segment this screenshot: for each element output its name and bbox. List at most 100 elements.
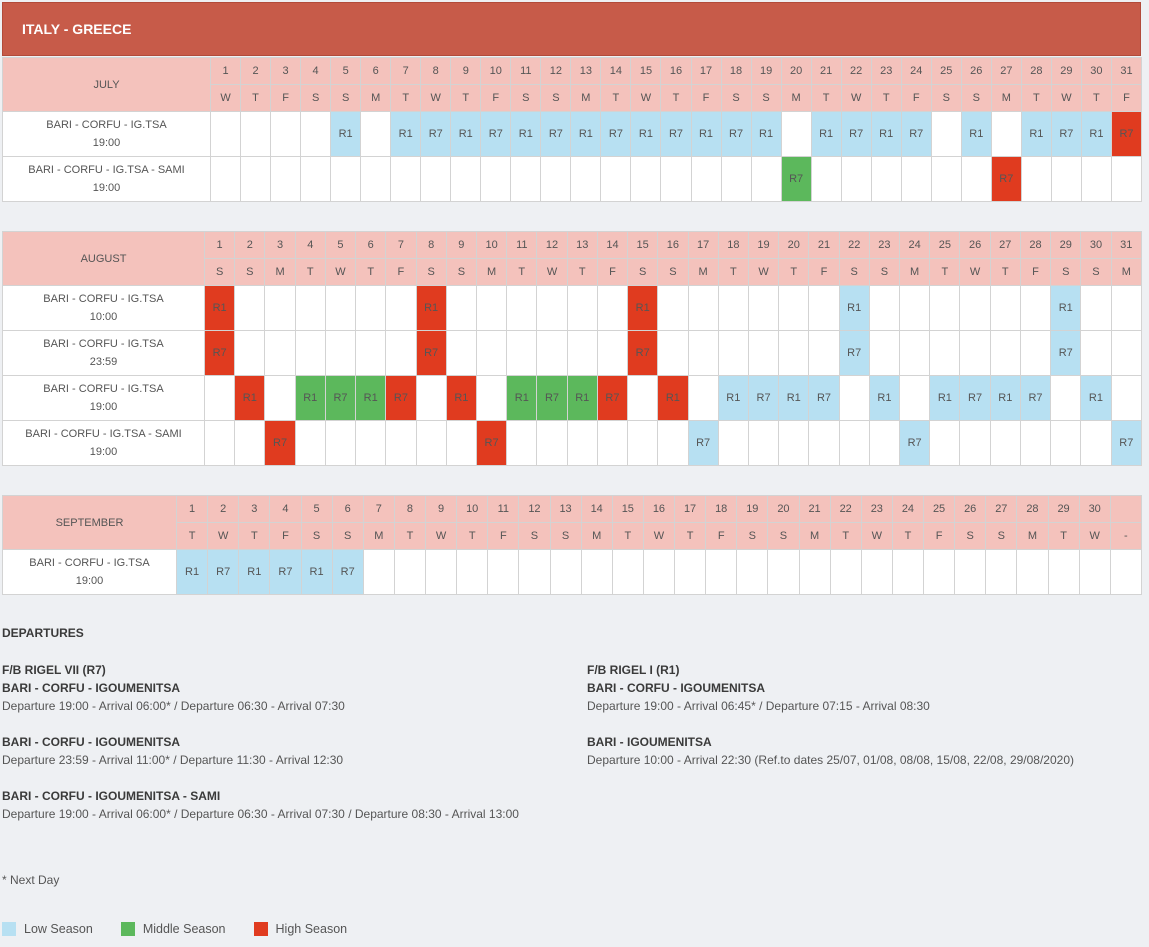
day-number: 26 xyxy=(954,495,987,523)
route-row: BARI - CORFU - IG.TSA - SAMI 19:00 R7 R7 R7 R… xyxy=(2,420,1143,466)
empty-cell xyxy=(1080,330,1112,376)
empty-cell xyxy=(294,330,326,376)
sailing-cell: R7 xyxy=(780,156,812,202)
empty-cell xyxy=(360,156,392,202)
route-row: BARI - CORFU - IG.TSA 19:00 R1 R7 R1 R7 R1 R7 xyxy=(2,549,1143,595)
route-name: BARI - CORFU - IG.TSA xyxy=(43,293,164,305)
empty-cell xyxy=(687,285,719,331)
weekday: T xyxy=(660,84,692,112)
weekday: T xyxy=(778,258,810,286)
weekday: T xyxy=(240,84,272,112)
weekday: T xyxy=(717,258,749,286)
day-number: 28 xyxy=(1020,57,1052,85)
day-number: 8 xyxy=(415,231,447,259)
sailing-cell: R7 xyxy=(627,330,659,376)
route-label: BARI - CORFU - IG.TSA - SAMI 19:00 xyxy=(2,420,205,466)
empty-cell xyxy=(445,285,477,331)
day-number: 10 xyxy=(480,57,512,85)
empty-cell xyxy=(717,330,749,376)
empty-cell xyxy=(1110,375,1143,421)
day-number: 14 xyxy=(580,495,613,523)
empty-cell xyxy=(294,285,326,331)
sailing-cell: R1 xyxy=(300,549,333,595)
day-number: 1 xyxy=(203,231,236,259)
sailing-cell: R7 xyxy=(1050,330,1082,376)
empty-cell xyxy=(456,549,489,595)
empty-cell xyxy=(891,549,925,595)
sailing-cell: R7 xyxy=(720,111,752,157)
day-number: 16 xyxy=(657,231,689,259)
sailing-cell: R1 xyxy=(510,111,542,157)
departure-route: BARI - CORFU - IGOUMENITSA xyxy=(587,681,765,695)
sailing-cell: R1 xyxy=(627,285,659,331)
month-label: SEPTEMBER xyxy=(2,495,177,550)
sailing-cell: R1 xyxy=(1080,111,1112,157)
route-name: BARI - CORFU - IG.TSA - SAMI xyxy=(25,428,182,440)
day-number: 27 xyxy=(985,495,1018,523)
sailing-cell: R1 xyxy=(294,375,326,421)
departure-times: Departure 19:00 - Arrival 06:45* / Depar… xyxy=(587,699,930,713)
empty-cell xyxy=(264,285,296,331)
weekday: M xyxy=(360,84,392,112)
weekday: W xyxy=(1078,522,1111,550)
weekday: T xyxy=(891,522,925,550)
empty-cell xyxy=(596,285,629,331)
day-number: 16 xyxy=(660,57,692,85)
spacer xyxy=(2,715,552,733)
sailing-cell: R7 xyxy=(420,111,452,157)
sailing-cell: R1 xyxy=(750,111,782,157)
day-number: 14 xyxy=(596,231,629,259)
sailing-cell: R1 xyxy=(870,111,902,157)
weekday: T xyxy=(506,258,538,286)
legend-item: High Season xyxy=(253,922,348,936)
day-number: 31 xyxy=(1110,57,1143,85)
empty-cell xyxy=(445,420,477,466)
route-time: 10:00 xyxy=(89,311,118,323)
empty-cell xyxy=(506,285,538,331)
weekday: S xyxy=(518,522,551,550)
empty-cell xyxy=(717,285,749,331)
empty-cell xyxy=(780,111,812,157)
weekday: S xyxy=(330,84,362,112)
weekday: S xyxy=(868,258,901,286)
day-number: 25 xyxy=(922,495,956,523)
weekday: W xyxy=(424,522,458,550)
legend-label: High Season xyxy=(275,922,348,936)
month-label: AUGUST xyxy=(2,231,205,286)
day-number: 2 xyxy=(207,495,240,523)
sailing-cell: R7 xyxy=(838,330,870,376)
weekday: S xyxy=(750,84,782,112)
day-number: 1 xyxy=(209,57,242,85)
season-legend: Low Season Middle Season High Season xyxy=(2,922,375,936)
empty-cell xyxy=(450,156,482,202)
route-name: BARI - CORFU - IG.TSA xyxy=(29,557,150,569)
day-number: 15 xyxy=(630,57,662,85)
route-name: BARI - CORFU - IG.TSA - SAMI xyxy=(28,164,185,176)
weekday: W xyxy=(747,258,780,286)
empty-cell xyxy=(234,285,266,331)
day-number: 23 xyxy=(870,57,902,85)
day-number: 21 xyxy=(798,495,831,523)
weekday: F xyxy=(596,258,629,286)
legend-swatch xyxy=(253,922,268,936)
weekday: T xyxy=(989,258,1021,286)
route-time: 19:00 xyxy=(89,446,118,458)
weekday: T xyxy=(870,84,902,112)
empty-cell xyxy=(234,420,266,466)
day-number: 13 xyxy=(549,495,582,523)
day-number: 24 xyxy=(900,57,932,85)
weekday: T xyxy=(929,258,961,286)
sailing-cell: R7 xyxy=(747,375,780,421)
day-number: 30 xyxy=(1080,57,1112,85)
empty-cell xyxy=(355,420,387,466)
weekday: S xyxy=(627,258,659,286)
day-number: 13 xyxy=(566,231,598,259)
weekday: W xyxy=(959,258,991,286)
weekday: F xyxy=(480,84,512,112)
day-number: 9 xyxy=(424,495,458,523)
sailing-cell: R1 xyxy=(415,285,447,331)
day-number: 12 xyxy=(540,57,572,85)
empty-cell xyxy=(899,285,931,331)
day-number: 11 xyxy=(510,57,542,85)
route-name: BARI - CORFU - IG.TSA xyxy=(43,383,164,395)
